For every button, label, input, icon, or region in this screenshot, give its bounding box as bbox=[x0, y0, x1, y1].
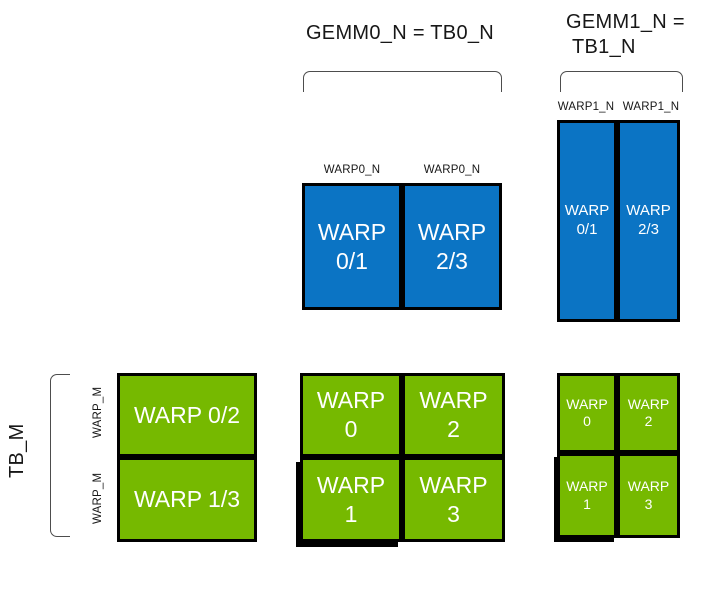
tb-tile-warp-02: WARP 0/2 bbox=[117, 373, 257, 457]
tile-text-line2: 0 bbox=[583, 413, 591, 429]
accum-cell-warp1: WARP 1 bbox=[557, 453, 617, 538]
tile-text-line1: WARP bbox=[566, 478, 608, 494]
gemm1-n-label-line1: GEMM1_N = bbox=[566, 11, 685, 33]
tile-text: WARP 1/3 bbox=[133, 486, 241, 513]
gemm1-warp-tile-01: WARP 0/1 bbox=[557, 120, 617, 322]
tile-text-line2: 1 bbox=[583, 495, 591, 512]
accum-cell-warp3: WARP 3 bbox=[402, 457, 505, 542]
gemm1-warp-tile-row: WARP 0/1 WARP 2/3 bbox=[557, 120, 680, 322]
tile-text-line2: 0/1 bbox=[576, 221, 598, 238]
gemm1-n-dimension-label: GEMM1_N = TB1_N bbox=[566, 10, 696, 60]
accum-cell-warp0: WARP 0 bbox=[557, 373, 617, 453]
tile-text-line1: WARP bbox=[419, 471, 488, 498]
tile-text-line2: 2/3 bbox=[436, 247, 468, 274]
tile-text-line1: WARP bbox=[627, 395, 670, 412]
tile-text-line1: WARP bbox=[316, 471, 386, 498]
accum-cell-warp1: WARP 1 bbox=[300, 457, 402, 542]
tb-tile-stack: WARP 0/2 WARP 1/3 bbox=[117, 373, 257, 542]
tile-text-line2: 3 bbox=[447, 500, 460, 527]
tile-text-line2: 2/3 bbox=[638, 221, 659, 238]
gemm0-n-bracket bbox=[303, 71, 502, 92]
gemm0-accumulator-grid: WARP 0 WARP 2 WARP 1 WARP 3 bbox=[300, 373, 505, 542]
tb-m-bracket bbox=[50, 374, 70, 537]
tile-text-line1: WARP bbox=[419, 387, 488, 414]
tile-text-line2: 0/1 bbox=[336, 247, 368, 274]
tile-text-line2: 3 bbox=[644, 495, 653, 512]
accum-cell-warp3: WARP 3 bbox=[617, 453, 680, 538]
tile-text: WARP 0/2 bbox=[133, 401, 241, 428]
gemm0-n-dimension-label: GEMM0_N = TB0_N bbox=[305, 22, 495, 44]
tile-text-line1: WARP bbox=[417, 218, 487, 245]
tile-text-line2: 0 bbox=[344, 416, 358, 442]
accum-cell-warp2: WARP 2 bbox=[402, 373, 505, 457]
warp1-n-column-label-1: WARP1_N bbox=[622, 101, 680, 113]
tile-text-line1: WARP bbox=[317, 218, 387, 245]
accum-cell-warp0: WARP 0 bbox=[300, 373, 402, 457]
gemm1-accumulator-grid: WARP 0 WARP 2 WARP 1 WARP 3 bbox=[557, 373, 680, 538]
warp0-n-column-label-1: WARP0_N bbox=[423, 164, 481, 176]
tile-text-line1: WARP bbox=[566, 395, 608, 412]
tile-text-line1: WARP bbox=[627, 478, 670, 494]
tile-text-line2: 1 bbox=[344, 500, 358, 527]
gemm0-warp-tile-23: WARP 2/3 bbox=[402, 183, 502, 310]
tb-tile-warp-13: WARP 1/3 bbox=[117, 457, 257, 542]
gemm0-warp-tile-01: WARP 0/1 bbox=[302, 183, 402, 310]
tile-text-line1: WARP bbox=[316, 387, 386, 414]
warp-m-row-label-1: WARP_M bbox=[92, 472, 104, 524]
tile-text-line2: 2 bbox=[644, 413, 653, 429]
tile-text-line2: 2 bbox=[447, 416, 460, 442]
tile-text-line1: WARP bbox=[564, 202, 610, 220]
tile-text-line1: WARP bbox=[626, 202, 671, 220]
gemm1-warp-tile-23: WARP 2/3 bbox=[617, 120, 680, 322]
tb-m-dimension-label: TB_M bbox=[6, 423, 28, 479]
gemm1-n-bracket bbox=[560, 71, 683, 92]
warp1-n-column-label-0: WARP1_N bbox=[557, 101, 615, 113]
warp0-n-column-label-0: WARP0_N bbox=[323, 164, 381, 176]
gemm1-n-label-line2: TB1_N bbox=[572, 36, 636, 58]
gemm0-warp-tile-row: WARP 0/1 WARP 2/3 bbox=[302, 183, 502, 310]
accum-cell-warp2: WARP 2 bbox=[617, 373, 680, 453]
warp-m-row-label-0: WARP_M bbox=[92, 386, 104, 438]
